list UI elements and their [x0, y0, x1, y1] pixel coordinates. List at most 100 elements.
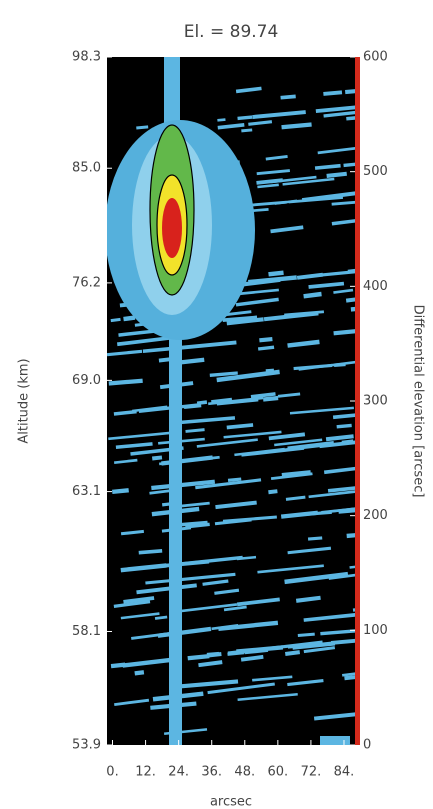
x-axis-label: arcsec — [210, 795, 252, 809]
y2-tick-label: 600 — [363, 50, 388, 65]
y-tick-label: 58.1 — [72, 624, 101, 639]
streak — [240, 654, 264, 662]
streak — [271, 175, 317, 184]
streak — [262, 395, 279, 402]
streak — [136, 583, 197, 595]
streak — [236, 555, 257, 561]
streak — [333, 329, 355, 336]
streak — [303, 646, 336, 654]
streak — [317, 146, 355, 155]
streak — [181, 340, 237, 350]
streak — [187, 653, 210, 661]
image-layer — [107, 57, 355, 745]
streak — [116, 335, 174, 347]
y-tick-label: 76.2 — [72, 275, 101, 290]
streak — [344, 675, 355, 681]
vertical-stripe — [169, 330, 182, 745]
streak — [315, 105, 355, 113]
streak — [215, 500, 257, 510]
streak — [110, 317, 121, 323]
streak — [131, 632, 170, 640]
y-tick-label: 98.3 — [72, 50, 101, 65]
streak — [214, 588, 240, 595]
chart-title: El. = 89.74 — [184, 22, 279, 42]
streak — [235, 297, 279, 307]
streak — [333, 362, 346, 368]
streak — [333, 288, 354, 294]
streak — [297, 632, 315, 638]
streak — [263, 311, 319, 322]
streak — [257, 183, 279, 189]
streak — [268, 270, 284, 277]
x-tick-label: 60. — [268, 765, 289, 780]
streak — [323, 466, 355, 475]
corner-patch — [320, 736, 350, 745]
streak — [120, 563, 167, 573]
streak — [248, 275, 297, 285]
streak — [327, 486, 355, 493]
x-tick-label: 0. — [106, 765, 118, 780]
streak — [132, 405, 168, 413]
streak — [303, 613, 355, 622]
streak — [346, 533, 355, 539]
streak — [180, 416, 236, 425]
y2-tick-label: 100 — [363, 623, 388, 638]
streak — [209, 371, 238, 377]
streak — [285, 495, 306, 501]
streak — [115, 442, 153, 450]
streak — [252, 675, 293, 682]
streak — [274, 438, 323, 447]
streak — [323, 110, 355, 118]
streak — [250, 392, 276, 399]
y2-tick-label: 400 — [363, 279, 388, 294]
streak — [216, 369, 280, 383]
streak — [268, 432, 306, 441]
streak — [259, 337, 273, 343]
streak — [108, 431, 174, 441]
streak — [180, 572, 236, 582]
streak — [123, 596, 155, 604]
streak — [196, 438, 258, 448]
x-tick-label: 48. — [234, 765, 255, 780]
x-tick-label: 84. — [334, 765, 355, 780]
streak — [325, 434, 354, 442]
y-tick-label: 63.1 — [72, 484, 101, 499]
streak — [326, 171, 347, 178]
streak — [123, 315, 136, 322]
vertical-stripe — [164, 57, 180, 137]
streak — [217, 122, 245, 130]
streak — [308, 281, 345, 289]
streak — [216, 398, 259, 406]
y2-tick-label: 500 — [363, 164, 388, 179]
y2-tick-label: 0 — [363, 738, 371, 753]
streak — [257, 345, 275, 351]
streak — [331, 200, 355, 206]
streak — [120, 612, 160, 620]
color-bar — [355, 57, 360, 745]
streak — [287, 339, 320, 348]
streak — [323, 90, 343, 96]
streak — [120, 529, 145, 536]
streak — [154, 615, 168, 620]
streak — [308, 490, 355, 499]
streak — [277, 392, 301, 398]
y2-tick-label: 200 — [363, 508, 388, 523]
streak — [289, 406, 354, 415]
streak — [331, 219, 355, 226]
streak — [237, 692, 298, 702]
x-tick-label: 36. — [201, 765, 222, 780]
streak — [260, 640, 323, 651]
streak — [185, 428, 205, 433]
y-tick-label: 69.0 — [72, 373, 101, 388]
streak — [299, 507, 355, 517]
streak — [196, 400, 208, 406]
streak — [265, 155, 288, 161]
x-tick-label: 12. — [135, 765, 156, 780]
streak — [179, 679, 239, 689]
streak — [226, 423, 254, 430]
x-tick-label: 24. — [168, 765, 189, 780]
streak — [307, 536, 323, 541]
streak — [138, 549, 163, 555]
streak — [338, 509, 355, 514]
